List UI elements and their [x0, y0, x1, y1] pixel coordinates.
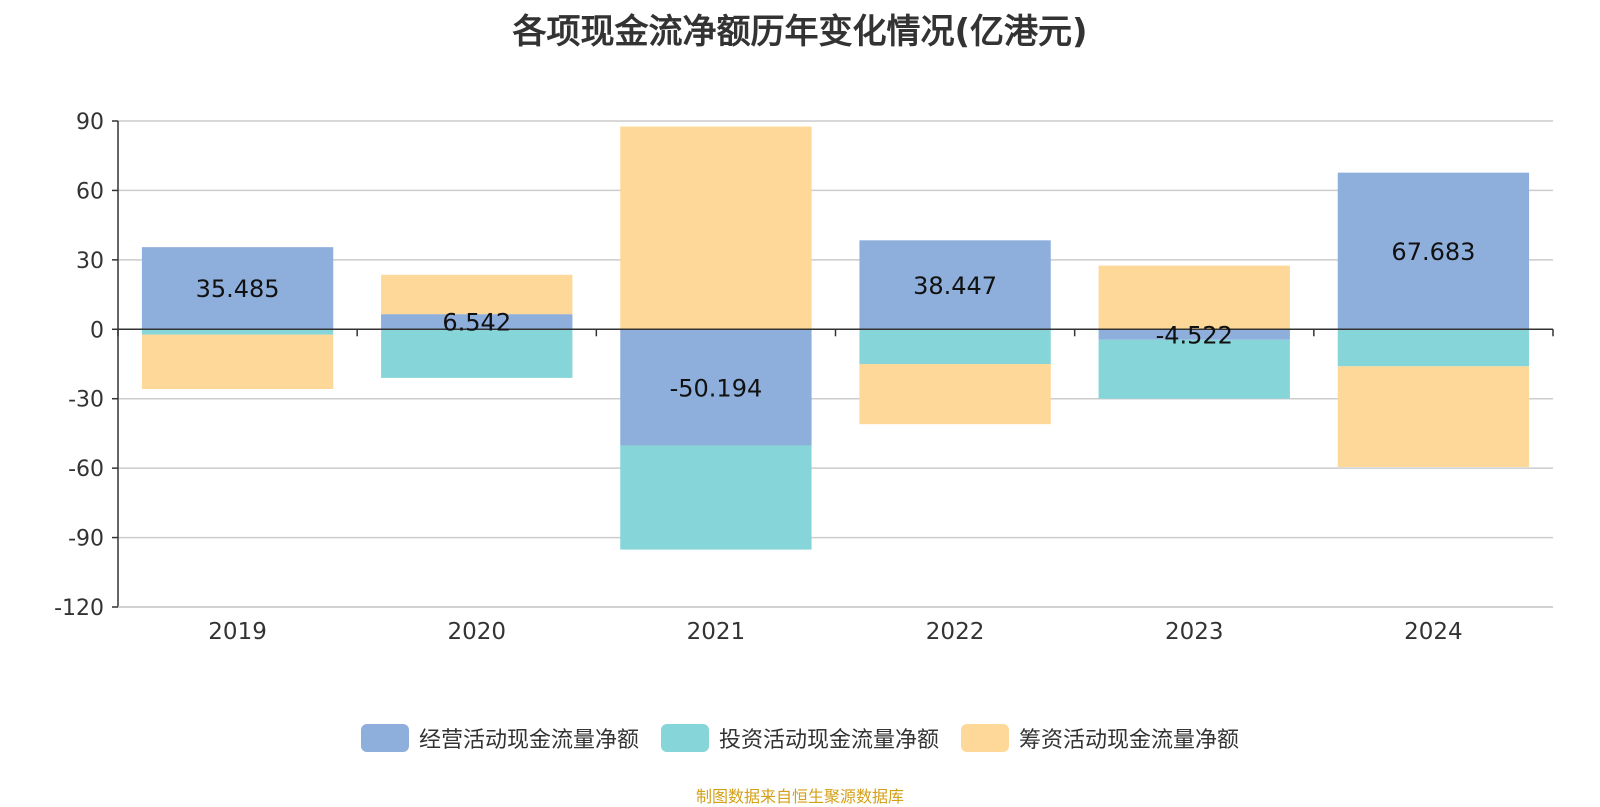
- bar-operating-2020: [381, 314, 573, 330]
- x-tick-label: 2024: [1404, 619, 1463, 645]
- y-tick-label: -90: [68, 527, 104, 552]
- bar-financing-2021: [620, 126, 812, 330]
- bar-investing-2021: [620, 445, 812, 550]
- bar-financing-2020: [381, 274, 573, 315]
- legend-item-operating[interactable]: 经营活动现金流量净额: [360, 722, 639, 754]
- bar-investing-2022: [859, 329, 1051, 364]
- bar-financing-2019: [141, 334, 334, 389]
- y-tick-label: 90: [76, 110, 104, 135]
- data-label: 38.447: [913, 272, 997, 300]
- x-tick-label: 2020: [447, 619, 506, 645]
- y-tick-label: -60: [68, 457, 104, 482]
- legend: 经营活动现金流量净额 投资活动现金流量净额 筹资活动现金流量净额: [0, 722, 1600, 754]
- x-tick-label: 2019: [208, 619, 267, 645]
- y-tick-label: 30: [76, 249, 104, 274]
- y-tick-label: 60: [76, 179, 104, 204]
- y-tick-label: -120: [54, 596, 104, 621]
- source-note: 制图数据来自恒生聚源数据库: [695, 787, 904, 806]
- data-label: -4.522: [1156, 322, 1233, 350]
- data-label: 35.485: [196, 275, 280, 303]
- legend-label-investing: 投资活动现金流量净额: [718, 728, 939, 753]
- bar-investing-2019: [141, 329, 334, 335]
- legend-swatch-operating: [360, 724, 409, 752]
- y-tick-label: -30: [68, 388, 104, 413]
- x-tick-label: 2022: [926, 619, 985, 645]
- x-tick-label: 2023: [1165, 619, 1224, 645]
- bar-investing-2024: [1337, 329, 1530, 367]
- data-label: 6.542: [442, 309, 511, 337]
- data-label: -50.194: [670, 374, 763, 402]
- x-tick-label: 2021: [687, 619, 746, 645]
- bar-operating-2024: [1337, 172, 1530, 330]
- bar-financing-2024: [1337, 366, 1530, 467]
- bar-financing-2023: [1098, 265, 1290, 330]
- chart-title: 各项现金流净额历年变化情况(亿港元): [512, 12, 1088, 52]
- legend-label-operating: 经营活动现金流量净额: [418, 728, 639, 753]
- bar-operating-2021: [620, 329, 812, 446]
- bar-investing-2023: [1098, 339, 1290, 399]
- bar-operating-2022: [859, 240, 1051, 330]
- data-label: 67.683: [1391, 238, 1475, 266]
- legend-label-financing: 筹资活动现金流量净额: [1019, 728, 1240, 753]
- legend-item-investing[interactable]: 投资活动现金流量净额: [660, 722, 939, 754]
- legend-item-financing[interactable]: 筹资活动现金流量净额: [961, 722, 1239, 754]
- bar-operating-2019: [141, 247, 334, 330]
- bar-investing-2020: [381, 329, 573, 378]
- legend-swatch-financing: [961, 724, 1009, 752]
- y-tick-label: 0: [90, 318, 104, 343]
- legend-swatch-investing: [660, 724, 709, 752]
- stacked-bar-chart: 90 60 30 0 -30 -60 -90 -120 2019 2020 2021 2022 2023…: [54, 110, 1554, 645]
- bar-operating-2023: [1098, 329, 1290, 340]
- bar-financing-2022: [859, 364, 1051, 425]
